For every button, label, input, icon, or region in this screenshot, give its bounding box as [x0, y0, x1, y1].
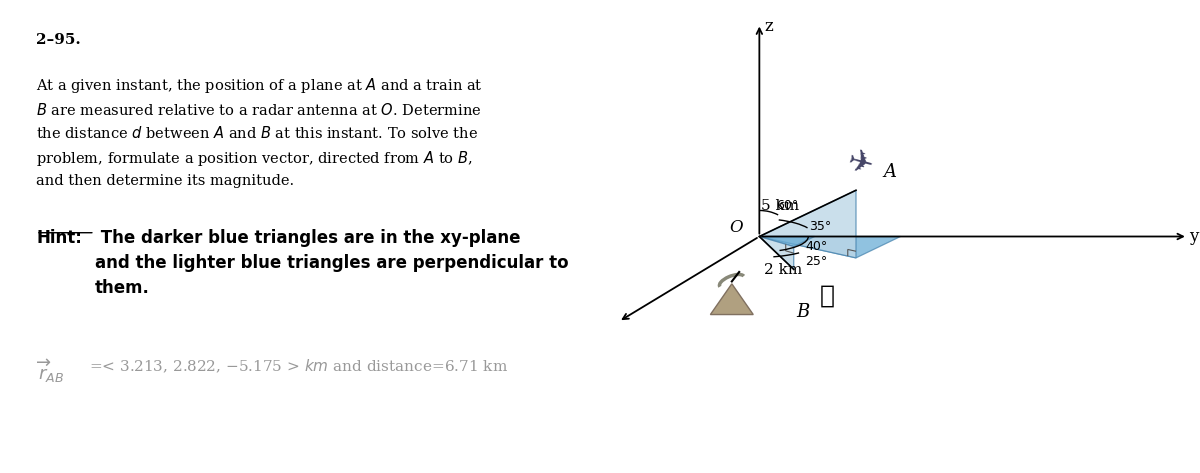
Polygon shape: [760, 236, 793, 270]
Text: z: z: [764, 18, 773, 35]
Text: Hint:: Hint:: [36, 229, 82, 247]
Polygon shape: [710, 284, 754, 315]
Polygon shape: [760, 190, 856, 258]
Text: 35°: 35°: [810, 219, 832, 233]
Text: ✈: ✈: [842, 147, 875, 182]
Text: 🚃: 🚃: [820, 283, 835, 307]
Text: $\overrightarrow{r}_{AB}$: $\overrightarrow{r}_{AB}$: [36, 357, 65, 385]
Text: At a given instant, the position of a plane at $A$ and a train at
$B$ are measur: At a given instant, the position of a pl…: [36, 76, 482, 188]
Text: =< 3.213, 2.822, −5.175 > $km$ and distance=6.71 km: =< 3.213, 2.822, −5.175 > $km$ and dista…: [89, 357, 508, 375]
Text: y: y: [1189, 228, 1199, 245]
Text: 60°: 60°: [776, 199, 799, 212]
Text: A: A: [883, 163, 896, 181]
Polygon shape: [760, 236, 900, 258]
Text: 25°: 25°: [805, 254, 828, 268]
Text: O: O: [730, 219, 743, 236]
Text: 2 km: 2 km: [763, 263, 802, 277]
Text: 5 km: 5 km: [761, 199, 799, 213]
Text: 2–95.: 2–95.: [36, 33, 80, 47]
Text: 40°: 40°: [805, 240, 828, 254]
Polygon shape: [760, 236, 815, 246]
Text: B: B: [797, 303, 810, 321]
Text: The darker blue triangles are in the xy-plane
and the lighter blue triangles are: The darker blue triangles are in the xy-…: [95, 229, 569, 298]
